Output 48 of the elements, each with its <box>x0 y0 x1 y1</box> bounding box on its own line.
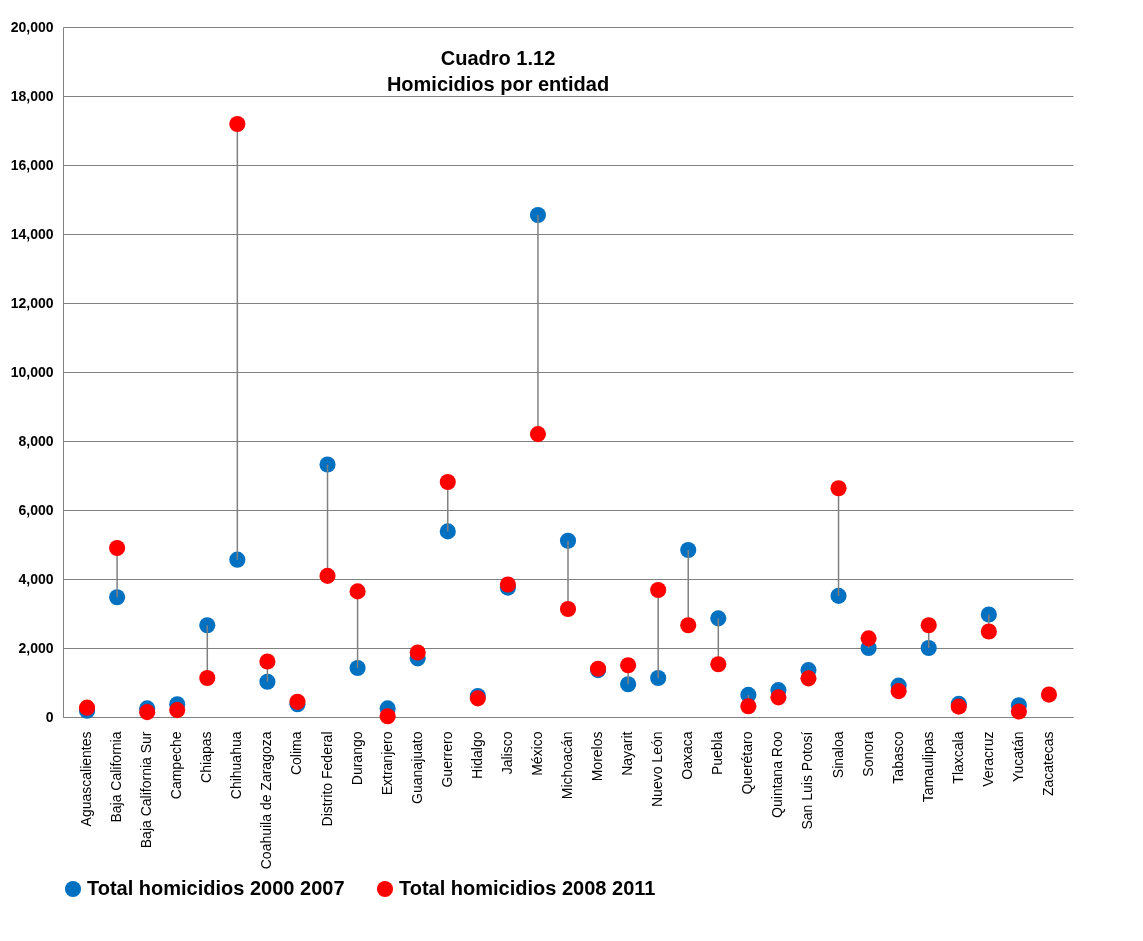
y-tick-label: 14,000 <box>10 225 54 242</box>
x-tick-label: Baja California Sur <box>138 731 155 849</box>
x-tick-label: Zacatecas <box>1039 731 1056 797</box>
y-tick-label: 2,000 <box>18 639 54 656</box>
x-tick-label: Nayarit <box>619 731 636 776</box>
x-tick-label: Aguascalientes <box>78 731 95 827</box>
x-tick-label: Veracruz <box>979 731 996 787</box>
x-tick-label: San Luis Potosí <box>799 731 816 830</box>
x-tick-label: Quintana Roo <box>769 731 786 818</box>
x-tick-label: Nuevo León <box>649 731 666 808</box>
x-tick-label: Colima <box>288 731 305 776</box>
x-tick-label: Guanajuato <box>408 731 425 804</box>
y-tick-label: 8,000 <box>18 432 54 449</box>
x-tick-label: Durango <box>348 731 365 786</box>
x-tick-label: Morelos <box>589 731 606 782</box>
y-tick-label: 12,000 <box>10 294 54 311</box>
text: Cuadro 1.12 <box>440 47 556 69</box>
x-tick-label: Oaxaca <box>679 731 696 780</box>
x-tick-label: Tlaxcala <box>949 731 966 784</box>
legend-label: Total homicidios 2008 2011 <box>399 877 656 899</box>
x-tick-label: Hidalgo <box>468 731 485 779</box>
x-tick-label: Campeche <box>168 731 185 800</box>
x-tick-label: México <box>528 731 545 776</box>
x-tick-label: Querétaro <box>739 731 756 795</box>
x-tick-label: Sinaloa <box>829 731 846 779</box>
y-tick-label: 16,000 <box>10 156 54 173</box>
x-tick-label: Distrito Federal <box>318 731 335 827</box>
x-tick-label: Jalisco <box>498 731 515 775</box>
y-tick-label: 0 <box>45 708 54 725</box>
x-tick-label: Baja California <box>108 731 125 823</box>
x-tick-label: Sonora <box>859 731 876 777</box>
y-tick-label: 6,000 <box>18 501 54 518</box>
x-tick-label: Coahuila de Zaragoza <box>258 731 275 870</box>
x-tick-label: Guerrero <box>438 731 455 788</box>
x-tick-label: Yucatán <box>1009 731 1026 783</box>
x-tick-label: Chihuahua <box>228 731 245 800</box>
y-tick-label: 20,000 <box>10 18 54 35</box>
y-tick-label: 4,000 <box>18 570 54 587</box>
legend-label: Total homicidios 2000 2007 <box>87 877 345 899</box>
y-tick-label: 10,000 <box>10 363 54 380</box>
x-tick-label: Puebla <box>709 731 726 776</box>
y-tick-label: 18,000 <box>10 87 54 104</box>
x-tick-label: Tabasco <box>889 731 906 784</box>
x-tick-label: Tamaulipas <box>919 731 936 803</box>
x-tick-label: Chiapas <box>198 731 215 783</box>
text: Homicidios por entidad <box>386 73 610 95</box>
x-tick-label: Michoacán <box>559 731 575 800</box>
x-tick-label: Extranjero <box>378 731 395 796</box>
